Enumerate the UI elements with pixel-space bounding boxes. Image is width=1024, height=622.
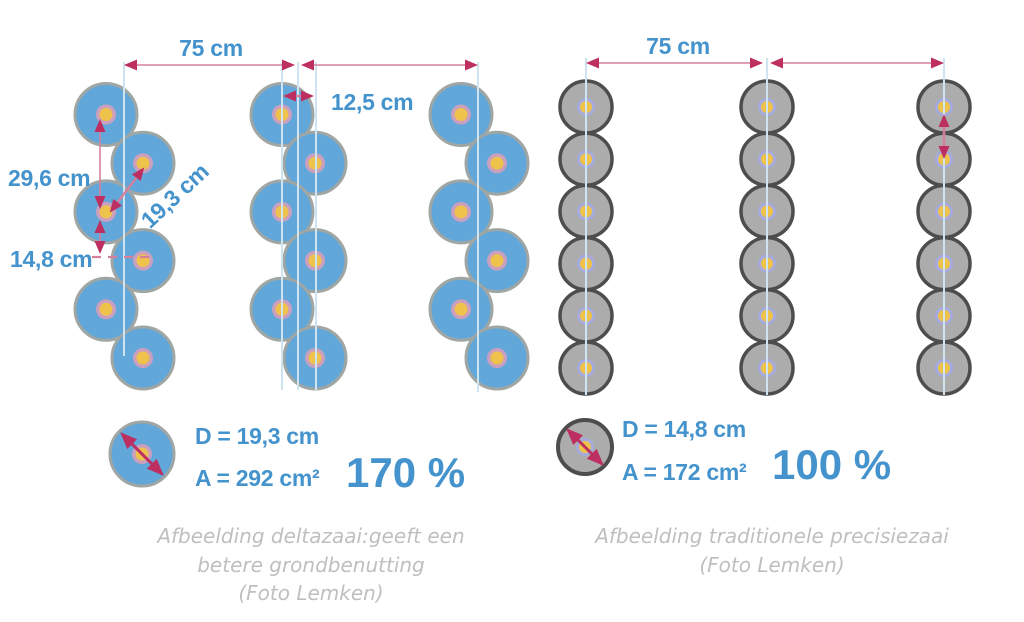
legend-right-percentage: 100 % [772,441,892,488]
caption-right: Afbeelding traditionele precisiezaai (Fo… [572,522,972,579]
caption-right-line1: Afbeelding traditionele precisiezaai [595,524,949,548]
caption-left-line1: Afbeelding deltazaai:geeft een [157,524,465,548]
seed-offset-label: 12,5 cm [331,89,414,115]
blue-seed-circle [464,130,530,196]
caption-left: Afbeelding deltazaai:geeft een betere gr… [111,522,511,608]
in-row-spacing-label: 29,6 cm [8,165,91,191]
legend-left-diameter: D = 19,3 cm [195,423,319,449]
blue-seed-circle [73,276,139,342]
legend-left-area: A = 292 cm² [195,465,320,491]
row-guide-lines [123,58,945,395]
blue-seed-circle [464,325,530,391]
blue-seed-circle [73,82,139,147]
row-pattern-seed-circles [558,79,972,396]
diagonal-spacing-arrow [109,167,145,213]
caption-left-line3: (Foto Lemken) [238,581,384,605]
delta-pattern-seed-circles [73,82,530,391]
caption-right-line2: (Foto Lemken) [699,552,845,577]
blue-seed-circle [428,82,494,147]
legend-right-diameter: D = 14,8 cm [622,416,746,442]
measurement-arrows [92,57,950,476]
blue-seed-circle [428,179,494,245]
caption-left-line2: betere grondbenutting [197,552,425,577]
row-offset-label: 14,8 cm [10,246,93,272]
legend-right-area: A = 172 cm² [622,459,747,485]
row-spacing-label-left: 75 cm [179,35,243,61]
blue-seed-circle [428,276,494,342]
blue-seed-circle [464,228,530,294]
legend-right-diameter-arrow [566,428,604,466]
legend-left-diameter-arrow [120,432,164,476]
row-spacing-label-right: 75 cm [646,33,710,59]
legend-left-percentage: 170 % [346,449,466,496]
blue-seed-circle [110,325,176,391]
